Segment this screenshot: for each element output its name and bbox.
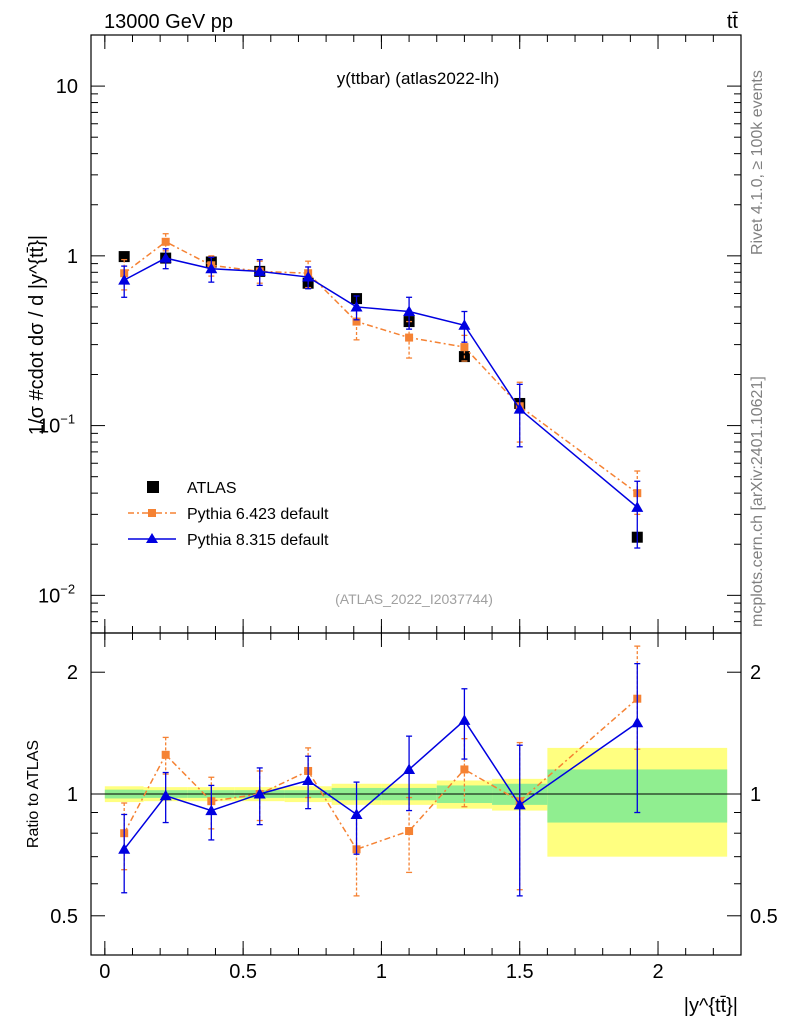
- legend: ATLAS Pythia 6.423 default Pythia 8.315 …: [128, 480, 329, 549]
- pythia6-ratio-point: [161, 750, 170, 759]
- ratio-plot-frame: [90, 632, 742, 956]
- ratio-tick-label: 1: [67, 784, 78, 806]
- legend-pythia8-marker: [146, 533, 158, 543]
- pythia8-ratio-point: [458, 714, 471, 725]
- x-tick-label: 1.5: [506, 961, 534, 983]
- pythia8-ratio-point: [302, 774, 315, 785]
- y-tick-label: 10: [56, 76, 78, 98]
- pythia8-ratio-point: [513, 798, 526, 810]
- ratio-axis-title: Ratio to ATLAS: [25, 740, 42, 848]
- pythia8-main-point: [513, 403, 526, 414]
- y-tick-label: 1: [67, 246, 78, 268]
- ratio-tick-label-right: 2: [750, 662, 761, 684]
- pythia6-main-point: [405, 333, 414, 342]
- pythia8-ratio-point: [253, 788, 266, 799]
- process-label: tt̄: [727, 11, 739, 33]
- pythia8-main-point: [159, 252, 172, 263]
- y-tick-label: 10−2: [38, 581, 75, 607]
- pythia8-ratio-point: [631, 716, 644, 728]
- legend-pythia8-label: Pythia 8.315 default: [187, 532, 329, 549]
- y-tick-label: 10−1: [38, 412, 75, 438]
- pythia6-main-point: [460, 343, 469, 352]
- ratio-tick-label: 0.5: [50, 906, 78, 928]
- ratio-tick-label-right: 1: [750, 784, 761, 806]
- pythia6-main-line: [123, 240, 638, 494]
- mcplots-reference-label: mcplots.cern.ch [arXiv:2401.10621]: [749, 376, 766, 627]
- pythia6-ratio-point: [460, 765, 469, 774]
- plot-title: y(ttbar) (atlas2022-lh): [337, 69, 500, 88]
- pythia8-ratio-point: [205, 804, 218, 816]
- ratio-tick-label: 2: [67, 662, 78, 684]
- pythia8-main-point: [253, 265, 266, 276]
- pythia8-ratio-point: [350, 808, 363, 819]
- x-axis-title: |y^{tt̄}|: [684, 995, 738, 1017]
- y-axis-title: 1/σ #cdot dσ / d |y^{tt̄}|: [26, 235, 48, 435]
- pythia8-ratio-point: [118, 843, 131, 854]
- legend-pythia6-marker: [148, 509, 156, 517]
- atlas-data-point: [118, 251, 130, 263]
- legend-pythia6-label: Pythia 6.423 default: [187, 506, 329, 523]
- pythia8-main-point: [403, 305, 416, 317]
- analysis-watermark: (ATLAS_2022_I2037744): [335, 591, 493, 607]
- legend-atlas-label: ATLAS: [187, 480, 237, 497]
- rivet-version-label: Rivet 4.1.0, ≥ 100k events: [749, 70, 766, 255]
- pythia8-main-point: [350, 300, 363, 312]
- pythia8-main-point: [118, 274, 131, 285]
- x-tick-label: 1: [376, 961, 387, 983]
- pythia8-main-line: [123, 257, 638, 508]
- legend-atlas-marker: [147, 481, 159, 493]
- energy-label: 13000 GeV pp: [104, 11, 233, 33]
- pythia6-main-point: [161, 237, 170, 246]
- pythia8-ratio-line: [123, 719, 638, 850]
- pythia8-main-point: [302, 271, 315, 282]
- pythia6-main-point: [352, 317, 361, 326]
- pythia8-ratio-point: [403, 763, 416, 774]
- ratio-tick-label-right: 0.5: [750, 906, 778, 928]
- x-tick-label: 0: [99, 961, 110, 983]
- x-tick-label: 2: [652, 961, 663, 983]
- x-tick-label: 0.5: [229, 961, 257, 983]
- pythia8-main-point: [205, 262, 218, 274]
- pythia8-main-point: [458, 319, 471, 330]
- pythia6-ratio-line: [123, 698, 638, 851]
- pythia6-ratio-point: [405, 827, 414, 836]
- pythia8-ratio-point: [159, 789, 172, 801]
- pythia8-main-point: [631, 501, 644, 512]
